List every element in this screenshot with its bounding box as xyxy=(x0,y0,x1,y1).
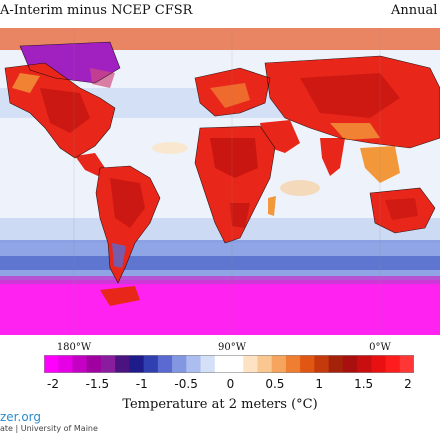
colorbar-swatch xyxy=(300,355,315,373)
central-america xyxy=(75,153,105,176)
coastlines xyxy=(4,41,440,284)
colorbar-tick-label: 0 xyxy=(226,377,235,391)
madagascar xyxy=(268,196,276,216)
brand-name: zer.org xyxy=(0,410,42,424)
colorbar xyxy=(44,355,414,373)
colorbar-swatch xyxy=(186,355,201,373)
colorbar-swatch xyxy=(342,355,358,373)
europe-warm xyxy=(210,83,250,108)
india xyxy=(320,138,345,176)
patagonia-cool xyxy=(112,243,126,268)
colorbar-swatch xyxy=(58,355,73,373)
colorbar-swatch xyxy=(214,355,230,373)
antarctica-region xyxy=(0,280,440,335)
colorbar-swatch xyxy=(157,355,173,373)
colorbar-swatch xyxy=(271,355,287,373)
colorbar-swatch xyxy=(285,355,301,373)
colorbar-swatch xyxy=(243,355,258,373)
colorbar-swatch xyxy=(229,355,244,373)
southern-africa-core xyxy=(230,203,250,228)
arctic-pink-patch xyxy=(90,68,115,88)
colorbar-swatch xyxy=(314,355,330,373)
longitude-label-0w: 0°W xyxy=(369,342,391,353)
colorbar-border xyxy=(44,355,414,373)
colorbar-swatch xyxy=(357,355,372,373)
colorbar-swatch xyxy=(200,355,216,373)
meridians xyxy=(73,28,381,335)
siberia-core xyxy=(300,73,400,118)
colorbar-tick-label: -2 xyxy=(47,377,59,391)
period-label: Annual 2 xyxy=(391,3,440,18)
atlantic-warm-patch xyxy=(152,142,188,154)
colorbar-swatch xyxy=(129,355,145,373)
colorbar-tick-label: -1.5 xyxy=(85,377,110,391)
colorbar-tick-label: 1.5 xyxy=(354,377,374,391)
north-america-core xyxy=(40,88,90,133)
amazon-core xyxy=(110,178,145,228)
temperature-difference-map xyxy=(0,28,440,335)
longitude-label-180w: 180°W xyxy=(56,342,92,353)
colorbar-swatch xyxy=(100,355,116,373)
brand-subtitle: ate | University of Maine xyxy=(0,424,98,433)
colorbar-swatch xyxy=(399,355,414,373)
colorbar-tick-label: -1 xyxy=(135,377,148,391)
colorbar-swatch xyxy=(257,355,273,373)
colorbar-tick-label: 1 xyxy=(315,377,324,391)
sahara-core xyxy=(210,138,258,178)
south-ocean-band-dark xyxy=(0,256,440,270)
colorbar-swatch xyxy=(328,355,344,373)
australia-core xyxy=(385,198,418,220)
colorbar-swatch xyxy=(115,355,130,373)
colorbar-swatch xyxy=(385,355,401,373)
colorbar-swatch xyxy=(44,355,59,373)
antarctic-margin xyxy=(0,276,440,284)
antarctic-peninsula xyxy=(100,286,140,306)
colorbar-tick-label: 2 xyxy=(404,377,412,391)
colorbar-swatch xyxy=(143,355,159,373)
map-title: A-Interim minus NCEP CFSR xyxy=(0,3,193,18)
colorbar-swatch xyxy=(86,355,102,373)
indian-ocean-patch xyxy=(280,180,320,196)
colorbar-swatch xyxy=(172,355,187,373)
alaska-region xyxy=(12,73,40,93)
map-canvas xyxy=(0,28,440,335)
colorbar-swatch xyxy=(72,355,88,373)
colorbar-swatch xyxy=(371,355,386,373)
colorbar-label: Temperature at 2 meters (°C) xyxy=(122,397,318,412)
longitude-label-90w: 90°W xyxy=(217,342,247,353)
colorbar-tick-label: 0.5 xyxy=(265,377,285,391)
tibet-region xyxy=(330,123,380,140)
branding: zer.org ate | University of Maine xyxy=(0,411,98,434)
colorbar-tick-label: -0.5 xyxy=(174,377,198,391)
